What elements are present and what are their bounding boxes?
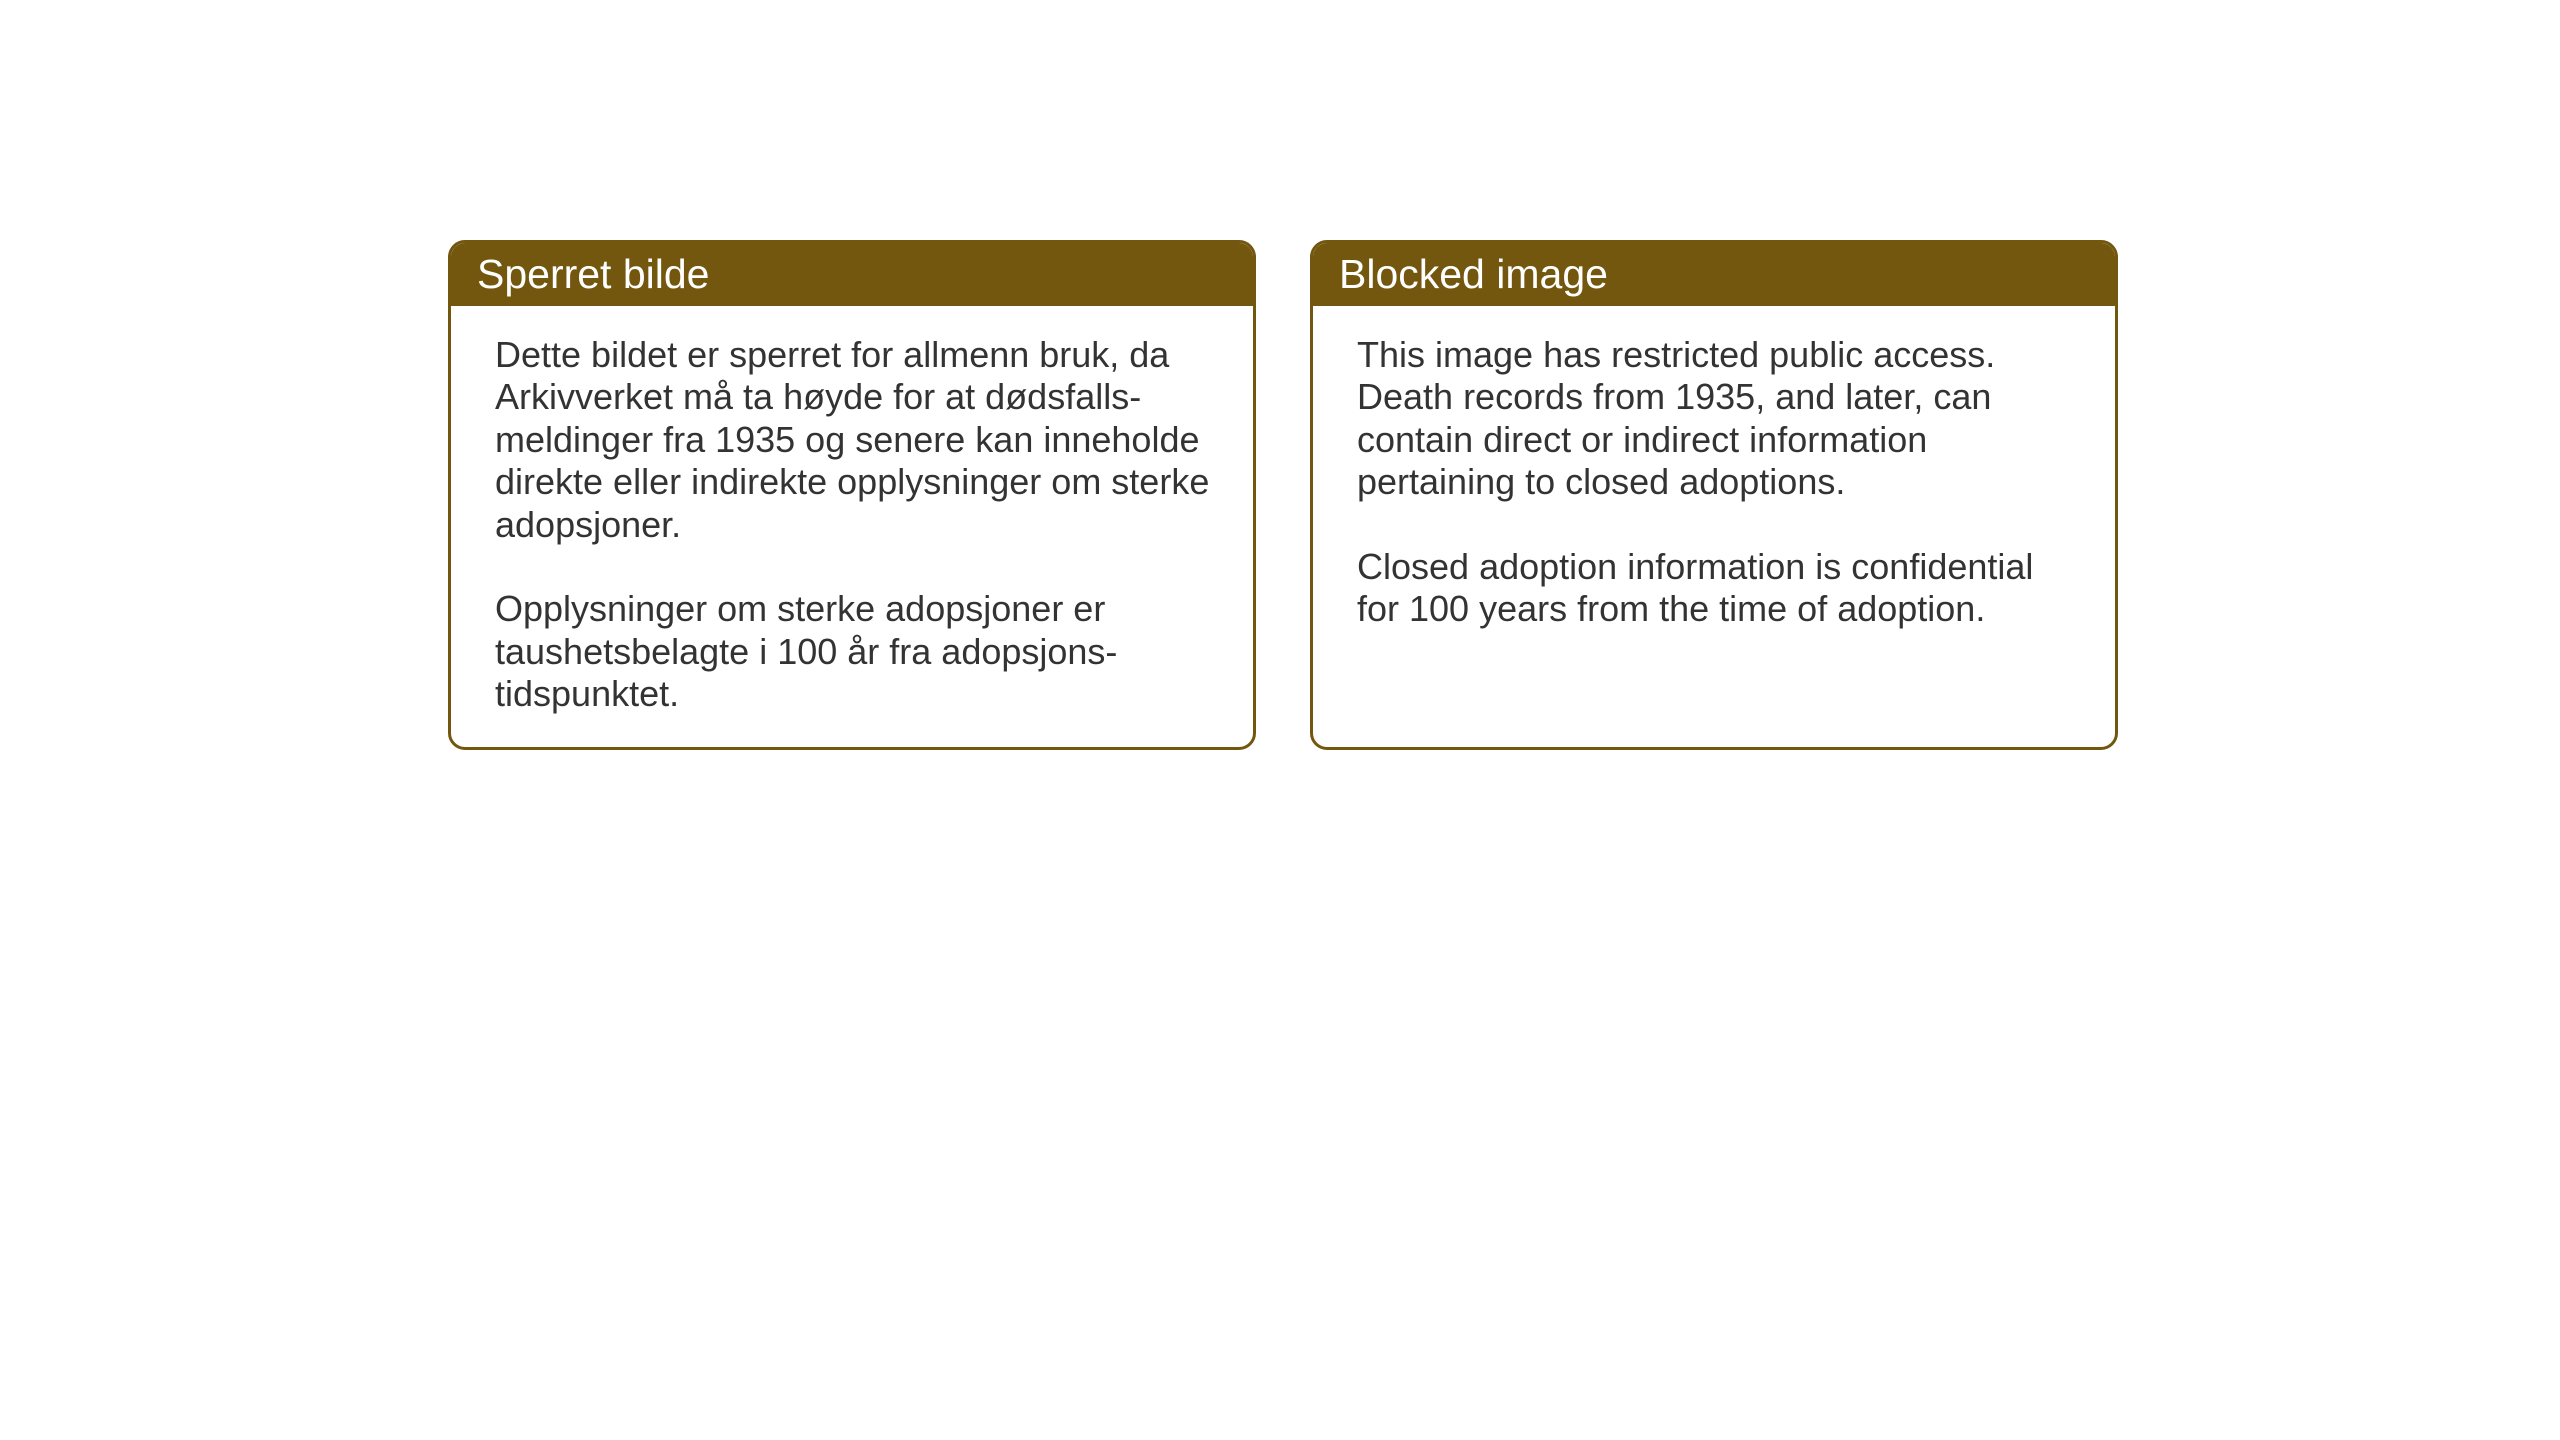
notice-header-norwegian: Sperret bilde: [451, 243, 1253, 306]
notice-title-english: Blocked image: [1339, 251, 1608, 298]
notice-box-norwegian: Sperret bilde Dette bildet er sperret fo…: [448, 240, 1256, 750]
notice-title-norwegian: Sperret bilde: [477, 251, 709, 298]
notice-body-english: This image has restricted public access.…: [1313, 306, 2115, 659]
notice-paragraph-1-norwegian: Dette bildet er sperret for allmenn bruk…: [495, 334, 1213, 546]
notice-body-norwegian: Dette bildet er sperret for allmenn bruk…: [451, 306, 1253, 744]
notice-header-english: Blocked image: [1313, 243, 2115, 306]
notice-paragraph-1-english: This image has restricted public access.…: [1357, 334, 2075, 504]
notices-container: Sperret bilde Dette bildet er sperret fo…: [448, 240, 2118, 750]
notice-paragraph-2-english: Closed adoption information is confident…: [1357, 546, 2075, 631]
notice-box-english: Blocked image This image has restricted …: [1310, 240, 2118, 750]
notice-paragraph-2-norwegian: Opplysninger om sterke adopsjoner er tau…: [495, 588, 1213, 715]
